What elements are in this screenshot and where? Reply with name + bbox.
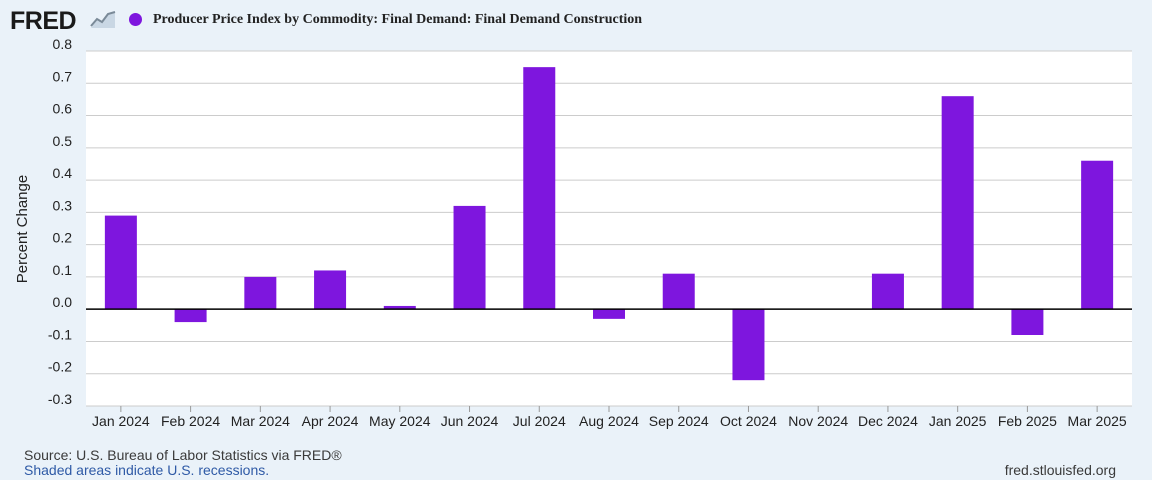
bar[interactable] bbox=[1081, 160, 1114, 310]
bar[interactable] bbox=[941, 96, 974, 310]
bar-chart: 0.80.70.60.50.40.30.20.10.0-0.1-0.2-0.3 … bbox=[14, 36, 1132, 429]
y-tick-label: 0.5 bbox=[53, 133, 73, 149]
x-tick-label: Apr 2024 bbox=[302, 413, 359, 429]
bars bbox=[104, 67, 1114, 381]
x-tick-label: Jan 2025 bbox=[929, 413, 987, 429]
line-chart-icon bbox=[90, 11, 116, 29]
y-tick-label: 0.2 bbox=[53, 230, 73, 246]
x-tick-label: Feb 2024 bbox=[161, 413, 220, 429]
y-tick-label: 0.0 bbox=[53, 294, 73, 310]
x-tick-label: Nov 2024 bbox=[788, 413, 848, 429]
y-tick-label: -0.3 bbox=[48, 391, 72, 407]
x-tick-label: Aug 2024 bbox=[579, 413, 639, 429]
series-title[interactable]: Producer Price Index by Commodity: Final… bbox=[153, 12, 643, 27]
x-tick-label: Mar 2024 bbox=[231, 413, 290, 429]
y-tick-label: 0.1 bbox=[53, 262, 73, 278]
y-tick-label: -0.2 bbox=[48, 359, 72, 375]
bar[interactable] bbox=[1011, 309, 1044, 335]
fred-url[interactable]: fred.stlouisfed.org bbox=[1004, 462, 1116, 478]
bar[interactable] bbox=[383, 305, 416, 310]
y-axis-label: Percent Change bbox=[14, 175, 31, 283]
x-tick-label: Oct 2024 bbox=[720, 413, 777, 429]
y-tick-label: 0.3 bbox=[53, 197, 73, 213]
bar[interactable] bbox=[662, 273, 695, 310]
y-tick-label: -0.1 bbox=[48, 326, 72, 342]
x-tick-label: Jun 2024 bbox=[441, 413, 499, 429]
bar[interactable] bbox=[244, 276, 277, 310]
x-tick-label: May 2024 bbox=[369, 413, 431, 429]
bar[interactable] bbox=[104, 215, 137, 310]
y-axis-ticks: 0.8 0.7 0.6 0.5 0.4 0.3 0.2 0.1 0.0 -0.1 -0.2 -0.3 bbox=[48, 36, 72, 407]
x-tick-label: Dec 2024 bbox=[858, 413, 918, 429]
bar[interactable] bbox=[174, 309, 207, 323]
y-tick-label: 0.8 bbox=[53, 36, 73, 52]
source-note: Source: U.S. Bureau of Labor Statistics … bbox=[24, 447, 342, 463]
x-tick-label: Jan 2024 bbox=[92, 413, 150, 429]
y-tick-label: 0.7 bbox=[53, 68, 73, 84]
x-tick-label: Sep 2024 bbox=[649, 413, 709, 429]
legend-marker bbox=[129, 13, 142, 26]
y-tick-label: 0.4 bbox=[53, 165, 73, 181]
x-tick-label: Mar 2025 bbox=[1068, 413, 1127, 429]
bar[interactable] bbox=[453, 205, 486, 310]
plot-area bbox=[86, 51, 1132, 406]
bar[interactable] bbox=[314, 270, 347, 310]
y-tick-label: 0.6 bbox=[53, 101, 73, 117]
chart-header: FRED Producer Price Index by Commodity: … bbox=[0, 0, 1152, 40]
x-tick-label: Jul 2024 bbox=[513, 413, 566, 429]
bar[interactable] bbox=[593, 309, 625, 319]
x-tick-label: Feb 2025 bbox=[998, 413, 1057, 429]
recession-note[interactable]: Shaded areas indicate U.S. recessions. bbox=[24, 462, 270, 478]
bar[interactable] bbox=[732, 309, 765, 381]
fred-logo[interactable]: FRED bbox=[10, 7, 77, 35]
x-axis-ticks: Jan 2024 Feb 2024 Mar 2024 Apr 2024 May 2024… bbox=[92, 406, 1127, 429]
bar[interactable] bbox=[523, 67, 556, 310]
bar[interactable] bbox=[871, 273, 904, 310]
